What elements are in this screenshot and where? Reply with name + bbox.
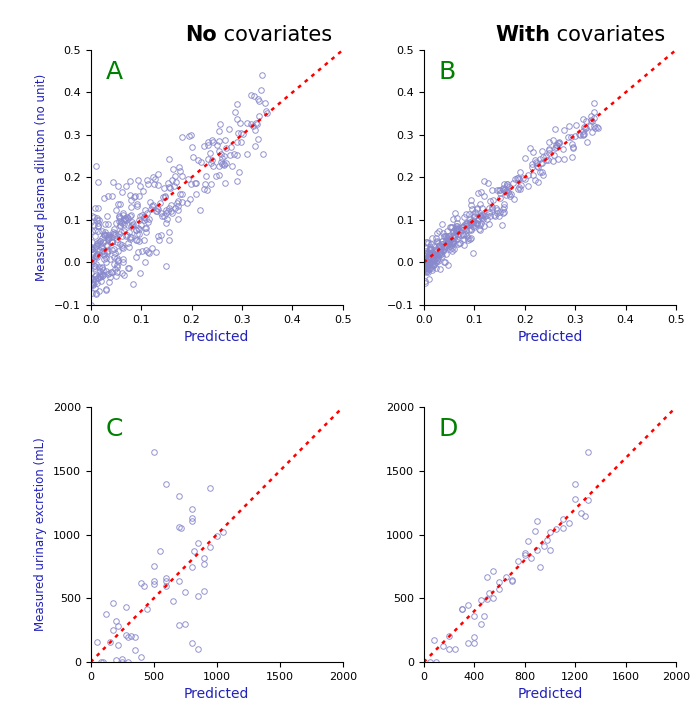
Text: B: B: [439, 60, 456, 84]
Text: No: No: [185, 25, 217, 45]
X-axis label: Predicted: Predicted: [184, 688, 250, 701]
X-axis label: Predicted: Predicted: [517, 330, 583, 344]
Text: covariates: covariates: [217, 25, 332, 45]
Text: With: With: [495, 25, 550, 45]
Text: covariates: covariates: [550, 25, 665, 45]
Text: D: D: [439, 417, 458, 441]
Text: A: A: [106, 60, 123, 84]
Text: C: C: [106, 417, 123, 441]
Y-axis label: Measured plasma dilution (no unit): Measured plasma dilution (no unit): [36, 74, 48, 281]
X-axis label: Predicted: Predicted: [517, 688, 583, 701]
X-axis label: Predicted: Predicted: [184, 330, 250, 344]
Y-axis label: Measured urinary excretion (mL): Measured urinary excretion (mL): [34, 438, 47, 632]
